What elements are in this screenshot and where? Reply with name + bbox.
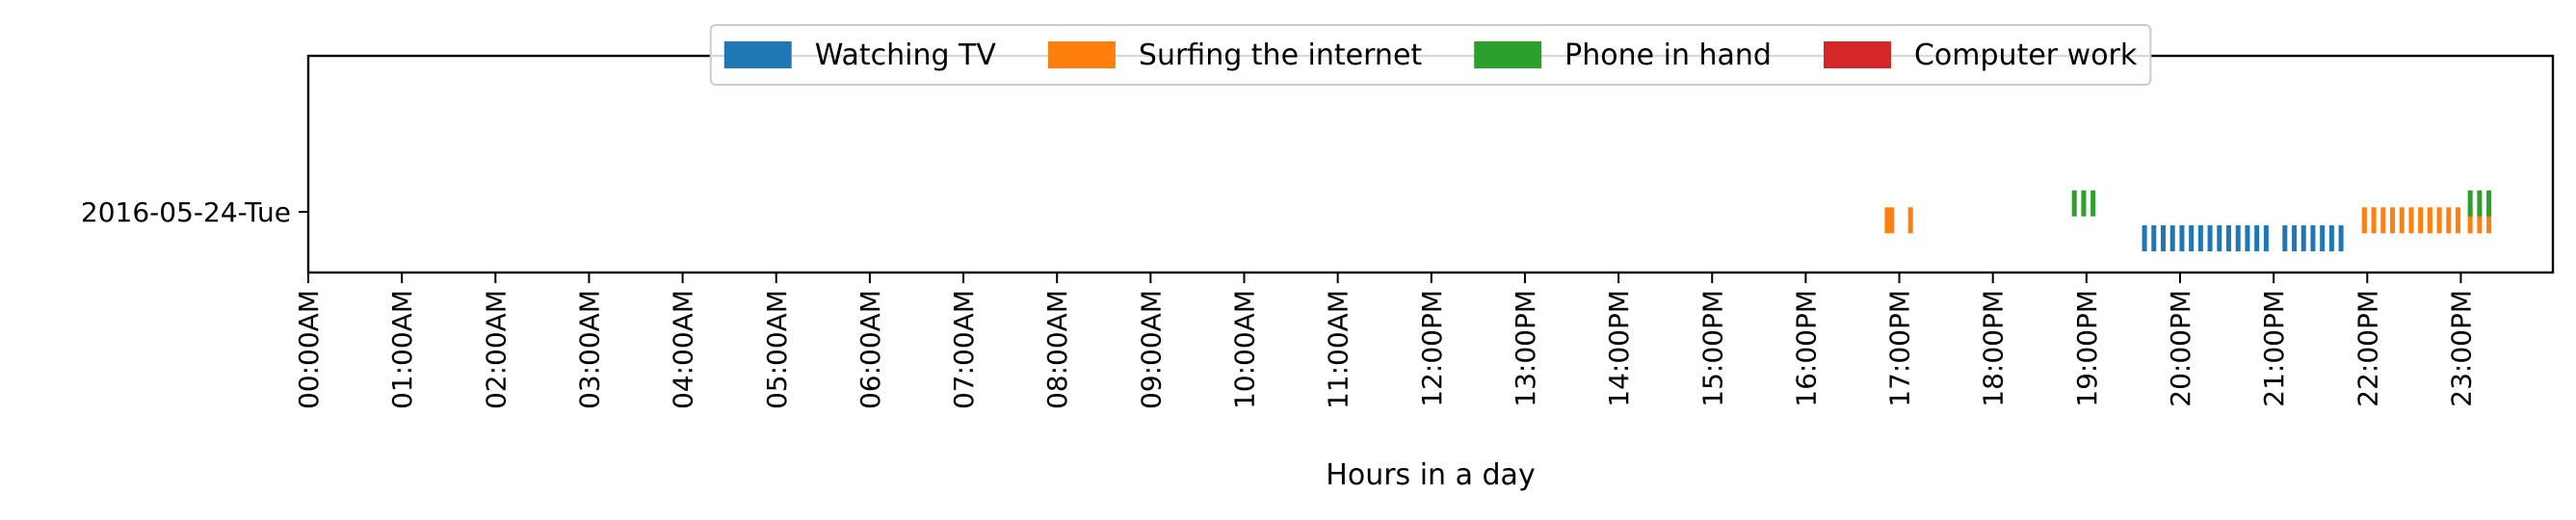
x-tick-label: 09:00AM <box>1135 290 1167 409</box>
marks-layer <box>1884 190 2492 251</box>
event-mark <box>2446 207 2452 234</box>
plot-frame <box>306 54 2555 274</box>
x-tick-label: 17:00PM <box>1884 290 1916 407</box>
event-mark <box>2456 207 2461 234</box>
x-tick-label: 21:00PM <box>2258 290 2290 407</box>
x-tick-label: 03:00AM <box>573 290 605 409</box>
legend-label: Watching TV <box>815 39 997 72</box>
series-watching-tv <box>2142 225 2344 251</box>
x-tick-label: 16:00PM <box>1790 290 1822 407</box>
event-mark <box>2467 190 2473 217</box>
event-mark <box>2361 207 2367 234</box>
x-tick-label: 11:00AM <box>1323 290 1354 409</box>
legend-label: Surfing the internet <box>1139 39 1422 72</box>
event-mark <box>2282 225 2288 251</box>
event-mark <box>2081 190 2087 217</box>
event-mark <box>2399 207 2405 234</box>
event-mark <box>1889 207 1895 234</box>
event-mark <box>2254 225 2260 251</box>
event-mark <box>2226 225 2232 251</box>
event-mark <box>2161 225 2167 251</box>
event-mark <box>2151 225 2157 251</box>
x-tick-label: 18:00PM <box>1978 290 2010 407</box>
legend-swatch <box>1047 41 1116 68</box>
event-mark <box>2300 225 2306 251</box>
x-tick-label: 15:00PM <box>1696 290 1728 407</box>
x-tick-label: 08:00AM <box>1041 290 1073 409</box>
event-mark <box>2477 207 2483 234</box>
legend-box <box>709 24 2152 86</box>
event-mark <box>2235 225 2241 251</box>
y-tick-label: 2016-05-24-Tue <box>81 196 291 228</box>
x-tick-label: 13:00PM <box>1510 290 1541 407</box>
event-mark <box>2486 190 2492 217</box>
event-mark <box>2217 225 2222 251</box>
event-mark <box>2427 207 2432 234</box>
event-mark <box>2263 225 2269 251</box>
event-mark <box>2477 190 2483 217</box>
event-mark <box>2418 207 2424 234</box>
event-mark <box>2142 225 2147 251</box>
x-axis-label: Hours in a day <box>1326 458 1535 492</box>
legend-label: Computer work <box>1914 39 2138 72</box>
x-tick-label: 00:00AM <box>293 290 325 409</box>
x-tick-label: 06:00AM <box>854 290 886 409</box>
legend-swatch <box>1823 41 1891 68</box>
series-phone-in-hand <box>2071 190 2492 217</box>
x-axis: 00:00AM 01:00AM 02:00AM 03:00AM 04:00AM 05:00… <box>293 273 2477 409</box>
x-tick-label: 10:00AM <box>1229 290 1261 409</box>
x-tick-label: 07:00AM <box>948 290 980 409</box>
event-mark <box>2320 225 2326 251</box>
event-mark <box>1884 207 1890 234</box>
event-mark <box>2310 225 2316 251</box>
event-mark <box>2467 207 2473 234</box>
event-mark <box>2338 225 2344 251</box>
event-mark <box>2179 225 2185 251</box>
legend-swatch <box>1474 41 1542 68</box>
event-mark <box>2486 207 2492 234</box>
x-tick-label: 23:00PM <box>2445 290 2477 407</box>
event-mark <box>2169 225 2175 251</box>
x-tick-label: 05:00AM <box>761 290 793 409</box>
legend: Watching TV Surfing the internet Phone in … <box>709 24 2152 86</box>
event-mark <box>2390 207 2396 234</box>
series-surfing-the-internet <box>1884 207 2492 234</box>
x-tick-label: 19:00PM <box>2071 290 2103 407</box>
x-tick-label: 20:00PM <box>2165 290 2196 407</box>
event-mark <box>2071 190 2077 217</box>
event-mark <box>2292 225 2298 251</box>
x-tick-label: 04:00AM <box>668 290 699 409</box>
event-mark <box>2408 207 2414 234</box>
event-mark <box>2207 225 2213 251</box>
legend-label: Phone in hand <box>1564 39 1772 72</box>
event-mark <box>2371 207 2377 234</box>
y-axis: 2016-05-24-Tue <box>81 196 308 228</box>
x-tick-label: 02:00AM <box>480 290 512 409</box>
x-tick-label: 01:00AM <box>386 290 418 409</box>
event-mark <box>2245 225 2250 251</box>
event-mark <box>2328 225 2334 251</box>
x-tick-label: 22:00PM <box>2352 290 2383 407</box>
legend-swatch <box>723 41 792 68</box>
event-mark <box>2189 225 2195 251</box>
event-mark <box>2380 207 2386 234</box>
event-mark <box>2436 207 2442 234</box>
event-mark <box>1907 207 1913 234</box>
x-tick-label: 12:00PM <box>1416 290 1448 407</box>
event-mark <box>2090 190 2096 217</box>
x-tick-label: 14:00PM <box>1603 290 1635 407</box>
event-mark <box>2197 225 2203 251</box>
